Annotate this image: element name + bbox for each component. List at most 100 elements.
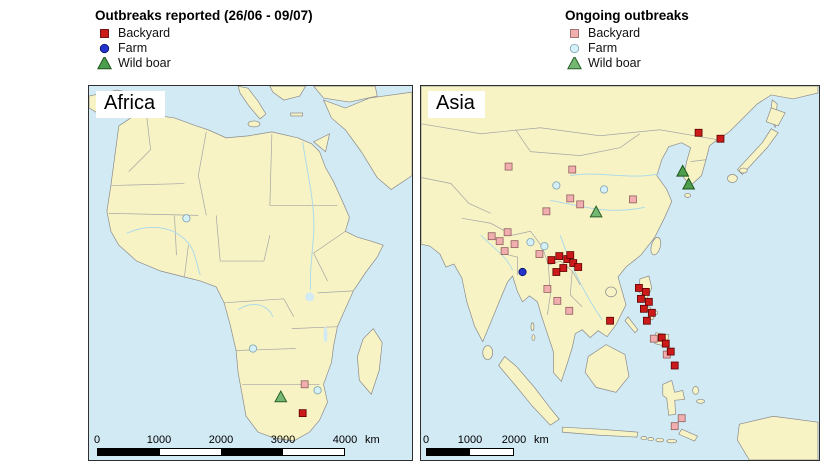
marker-ongoing-backyard (487, 232, 496, 241)
marker-ongoing-farm (569, 43, 580, 54)
marker-ongoing-backyard (543, 285, 552, 293)
africa-country-borders (108, 115, 354, 385)
marker-reported-wildboar (682, 177, 696, 190)
shikoku-island (739, 167, 748, 174)
legend-item-label: Farm (118, 41, 148, 55)
asia-map (421, 86, 819, 460)
timor-island (678, 428, 699, 442)
marker-reported-backyard (559, 264, 568, 272)
legend-reported-title: Outbreaks reported (26/06 - 09/07) (95, 8, 313, 23)
marker-ongoing-backyard (535, 250, 544, 258)
marker-ongoing-farm (552, 181, 561, 190)
marker-reported-backyard (657, 333, 666, 342)
scale-bar-segment (427, 449, 470, 455)
legend-ongoing-items: Backyard Farm Wild boar (565, 26, 689, 71)
marker-reported-backyard (552, 268, 561, 276)
marker-reported-backyard (639, 304, 648, 313)
sicily-island (247, 120, 261, 128)
marker-ongoing-backyard (677, 414, 686, 423)
scale-tick: 1000 (457, 434, 483, 446)
marker-ongoing-backyard (565, 306, 574, 315)
africa-panel-title: Africa (96, 91, 166, 118)
java-island (561, 426, 639, 438)
legend-item-label: Wild boar (588, 56, 641, 70)
africa-map-panel: Africa 0 1000 2000 3000 4000 km (88, 85, 413, 461)
new-guinea (737, 415, 819, 460)
marker-reported-backyard (555, 252, 564, 260)
marker-ongoing-wildboar (567, 57, 582, 70)
scale-bar-segment (221, 449, 283, 455)
sinai (312, 133, 331, 153)
marker-reported-farm (518, 267, 527, 277)
marker-ongoing-backyard (649, 334, 658, 343)
reported-backyard-icon (100, 29, 109, 38)
arabian-peninsula (322, 91, 412, 190)
scale-tick-labels: 0 1000 2000 km (422, 434, 549, 447)
scale-unit: km (365, 434, 380, 446)
marker-ongoing-farm (182, 214, 191, 223)
reported-farm-icon (99, 43, 110, 54)
legend-item-ongoing-wildboar: Wild boar (567, 56, 689, 71)
africa-landmass-group (89, 86, 412, 442)
legend-item-label: Backyard (118, 26, 171, 40)
asia-landmass-group (421, 86, 819, 460)
asia-panel-title: Asia (428, 91, 485, 118)
sumatra-island (498, 356, 560, 426)
africa-continent (106, 113, 384, 442)
asia-scalebar: 0 1000 2000 km (422, 434, 549, 456)
madagascar-island (356, 328, 383, 395)
scale-tick: 3000 (270, 434, 296, 446)
flores-island (666, 438, 678, 444)
marker-reported-backyard (666, 347, 675, 356)
marker-ongoing-farm (313, 386, 322, 395)
marker-reported-backyard (637, 294, 645, 303)
marker-ongoing-backyard (504, 162, 513, 171)
legend-item-ongoing-farm: Farm (567, 41, 689, 56)
marker-ongoing-farm (248, 344, 258, 353)
marker-reported-backyard (100, 29, 109, 38)
africa-scalebar: 0 1000 2000 3000 4000 km (93, 434, 380, 456)
jeju-island (684, 193, 691, 198)
legend-reported: Outbreaks reported (26/06 - 09/07) Backy… (95, 8, 313, 71)
marker-reported-backyard (642, 316, 651, 325)
reported-wildboar-icon (97, 57, 112, 70)
marker-reported-backyard (670, 361, 679, 370)
scale-tick: 2000 (501, 434, 527, 446)
legend-item-reported-wildboar: Wild boar (97, 56, 313, 71)
bali-island (640, 436, 648, 441)
marker-reported-backyard (569, 259, 578, 267)
marker-ongoing-backyard (553, 296, 562, 305)
scale-bar (426, 448, 514, 456)
scale-tick: 0 (93, 434, 101, 446)
scale-tick: 0 (422, 434, 430, 446)
turkey (313, 86, 378, 103)
marker-ongoing-wildboar (589, 205, 603, 218)
lake-malawi (323, 326, 328, 343)
marker-ongoing-backyard (495, 237, 504, 246)
hainan-island (605, 286, 617, 298)
marker-reported-backyard (644, 297, 653, 306)
marker-reported-backyard (661, 339, 670, 348)
legend-ongoing-title: Ongoing outbreaks (565, 8, 689, 23)
marker-reported-wildboar (97, 57, 112, 70)
nicobar-islands (531, 334, 536, 341)
marker-ongoing-backyard (576, 200, 585, 209)
marker-ongoing-backyard (503, 228, 512, 237)
marker-reported-backyard (574, 263, 583, 271)
africa-lakes (305, 292, 328, 343)
marker-ongoing-backyard (570, 29, 579, 38)
crete-island (290, 112, 304, 117)
africa-rivers (126, 141, 315, 317)
marker-reported-backyard (547, 256, 556, 264)
marker-ongoing-farm (526, 238, 535, 247)
asia-markers (487, 128, 725, 431)
marker-reported-backyard (641, 288, 650, 296)
legend-item-label: Wild boar (118, 56, 171, 70)
halmahera-island (692, 386, 699, 395)
asia-country-borders (421, 123, 718, 315)
legend-item-ongoing-backyard: Backyard (567, 26, 689, 41)
marker-ongoing-farm (540, 242, 549, 251)
legend-reported-items: Backyard Farm Wild boar (95, 26, 313, 71)
legend-item-reported-farm: Farm (97, 41, 313, 56)
legend-item-reported-backyard: Backyard (97, 26, 313, 41)
